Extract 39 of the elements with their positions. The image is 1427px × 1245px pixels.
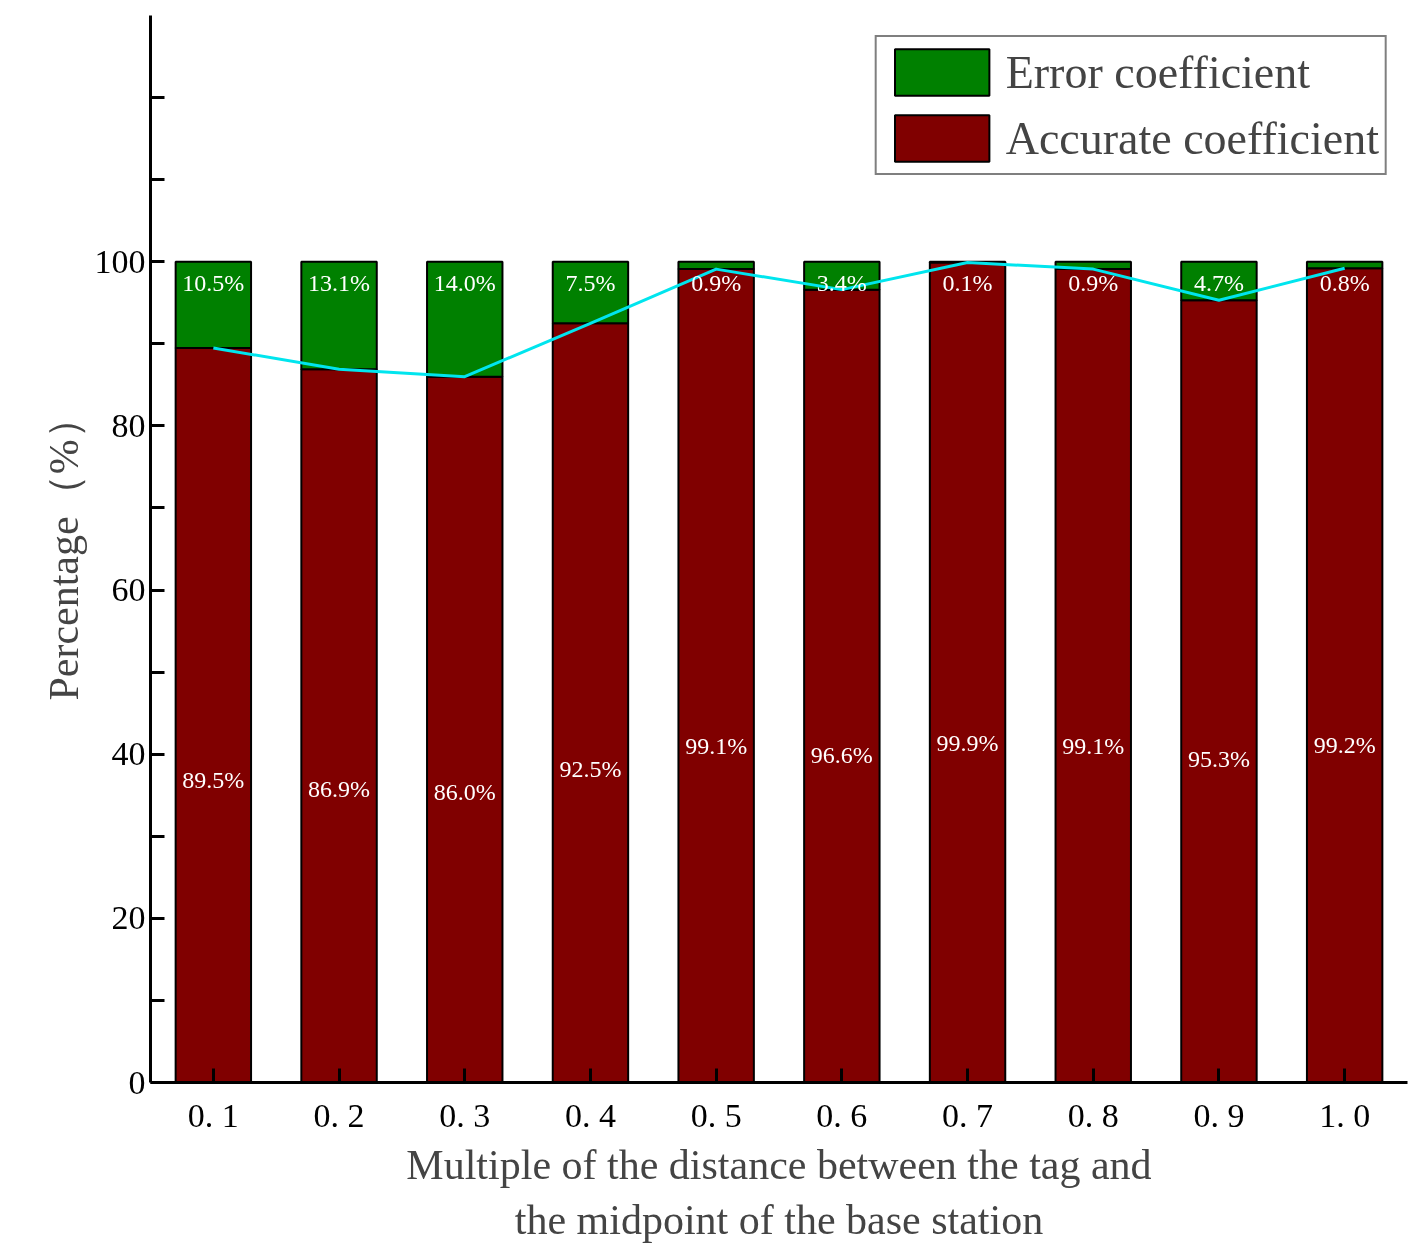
- data-label: 96.6%: [810, 741, 873, 768]
- y-tick-label: 20: [111, 899, 146, 937]
- data-label: 13.1%: [308, 269, 371, 296]
- data-label: 10.5%: [182, 269, 245, 296]
- data-label: 0.9%: [691, 269, 742, 296]
- data-label: 7.5%: [565, 269, 616, 296]
- y-tick-label: 0: [128, 1063, 146, 1101]
- y-axis-title: Percentage（%）: [40, 397, 87, 701]
- x-tick-label: 0. 5: [690, 1096, 742, 1134]
- data-label: 4.7%: [1193, 269, 1244, 296]
- data-label: 89.5%: [182, 766, 245, 793]
- data-label: 0.9%: [1068, 269, 1119, 296]
- y-tick-label: 80: [111, 406, 146, 444]
- x-tick-label: 0. 6: [816, 1096, 868, 1134]
- data-label: 14.0%: [433, 269, 496, 296]
- data-label: 86.0%: [433, 778, 496, 805]
- x-tick-label: 0. 8: [1067, 1096, 1119, 1134]
- y-tick-label: 40: [111, 735, 146, 773]
- data-label: 95.3%: [1187, 746, 1250, 773]
- y-tick-label: 100: [94, 242, 146, 280]
- data-label: 99.1%: [1062, 732, 1125, 759]
- x-tick-label: 0. 2: [313, 1096, 365, 1134]
- data-label: 92.5%: [559, 756, 622, 783]
- data-label: 99.2%: [1313, 732, 1376, 759]
- x-tick-label: 0. 9: [1193, 1096, 1245, 1134]
- data-label: 86.9%: [308, 775, 371, 802]
- legend-label: Accurate coefficient: [1005, 111, 1379, 165]
- x-tick-label: 0. 4: [564, 1096, 616, 1134]
- y-tick-label: 60: [111, 571, 146, 609]
- legend-label: Error coefficient: [1005, 45, 1311, 99]
- data-label: 0.8%: [1319, 269, 1370, 296]
- data-label: 99.9%: [936, 729, 999, 756]
- x-tick-label: 1. 0: [1319, 1096, 1371, 1134]
- data-label: 99.1%: [685, 732, 748, 759]
- x-tick-label: 0. 7: [942, 1096, 994, 1134]
- data-label: 0.1%: [942, 269, 993, 296]
- x-tick-label: 0. 1: [187, 1096, 239, 1134]
- x-tick-label: 0. 3: [439, 1096, 491, 1134]
- x-axis-title: Multiple of the distance between the tag and the midpoint of the base station: [406, 1141, 1152, 1243]
